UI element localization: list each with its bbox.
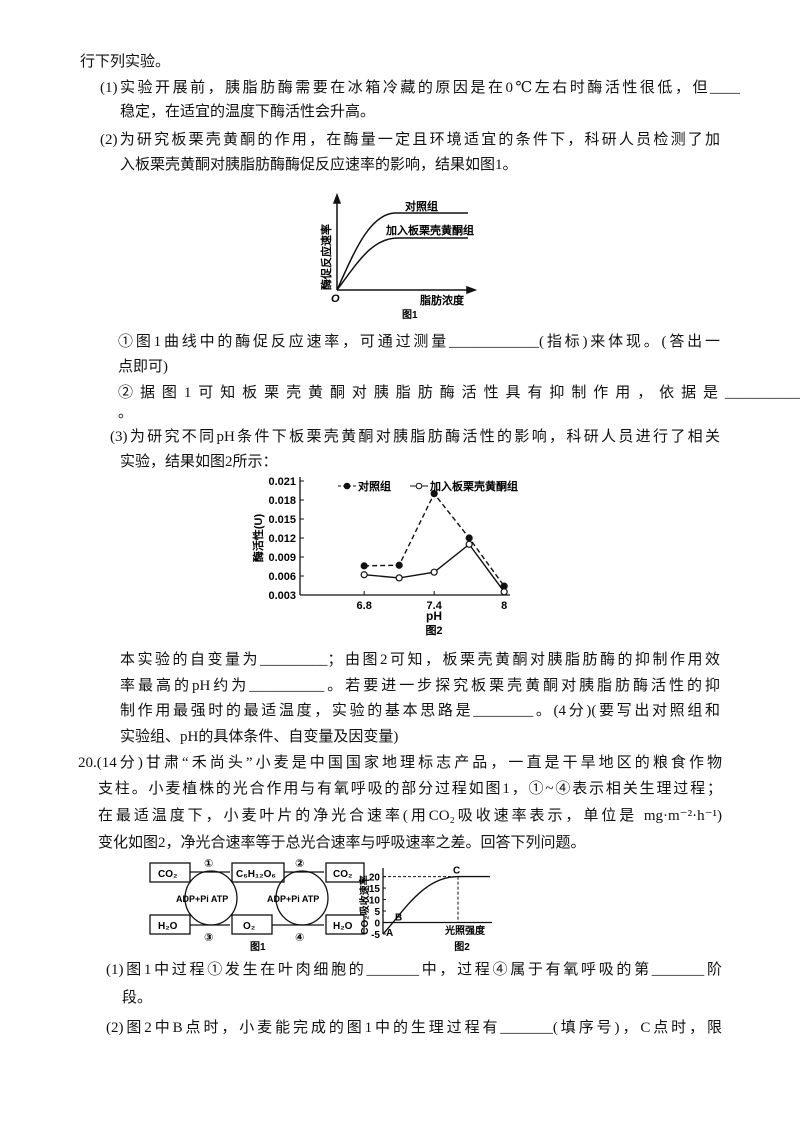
y-tick-label: 10 (369, 896, 381, 907)
step: ① (204, 858, 213, 870)
text-line: 变化如图2，净光合速率等于总光合速率与呼吸速率之差。回答下列问题。 (98, 835, 586, 851)
point (430, 568, 438, 576)
point (465, 534, 473, 542)
text-line: 稳定，在适宜的温度下酶活性会升高。 (120, 104, 376, 120)
point (360, 562, 368, 570)
box (325, 862, 365, 883)
y-label: 酶促反应速率 (319, 224, 333, 290)
energy: ADP+Pi ATP (267, 894, 319, 904)
point (360, 571, 368, 579)
text-line: 本实验的自变量为_________；由图2可知，板栗壳黄酮对胰脂肪酶的抑制作用效 (120, 652, 720, 668)
legend-marker (343, 482, 351, 490)
q20-fig1 (149, 862, 365, 935)
text-line: 支柱。小麦植株的光合作用与有氧呼吸的部分过程如图1，①~④表示相关生理过程； (98, 781, 722, 797)
text-line: (1)实验开展前，胰脂肪酶需要在冰箱冷藏的原因是在0℃左右时酶活性很低，但___… (100, 80, 740, 96)
caption: 图1 (402, 309, 418, 321)
text-line: 点即可) (118, 359, 168, 375)
arrow (466, 285, 478, 295)
legend-label: 加入板栗壳黄酮组 (429, 479, 518, 493)
text-line: (2)图2中B点时，小麦能完成的图1中的生理过程有_______(填序号)，C点… (106, 1020, 722, 1036)
box-label: CO₂ (158, 869, 177, 880)
text-line: 段。 (122, 990, 153, 1006)
text-line: 实验组、pH的具体条件、自变量及因变量) (120, 729, 399, 745)
step: ④ (295, 932, 304, 944)
x-label: 光照强度 (444, 924, 486, 937)
y-tick-label: 0.009 (268, 552, 296, 564)
x-tick-label: 6.8 (357, 600, 372, 612)
legend-marker (415, 482, 423, 490)
step: ③ (204, 932, 213, 944)
series-line (364, 543, 505, 593)
text-line: 率最高的pH约为__________。若要进一步探究板栗壳黄酮对胰脂肪酶活性的抑 (120, 678, 720, 694)
point (500, 588, 508, 596)
point (395, 561, 403, 569)
text-line: (1)图1中过程①发生在叶肉细胞的_______中，过程④属于有氧呼吸的第___… (106, 962, 722, 978)
x-label: 脂肪浓度 (419, 293, 465, 307)
text-line: 入板栗壳黄酮对胰脂肪酶酶促反应速率的影响，结果如图1。 (120, 157, 518, 173)
y-tick-label: 0.021 (268, 476, 296, 488)
y-tick-label: 0.012 (268, 533, 296, 545)
point (465, 540, 473, 548)
y-tick-label: 0.018 (268, 495, 296, 507)
box-label: C₆H₁₂O₆ (236, 869, 276, 880)
y-tick-label: 0.006 (268, 571, 296, 583)
y-tick-label: 0 (374, 919, 380, 930)
y-tick-label: -5 (371, 930, 380, 941)
text-line: (2)为研究板栗壳黄酮的作用，在酶量一定且环境适宜的条件下，科研人员检测了加 (100, 132, 720, 148)
text-line: 。 (118, 405, 134, 421)
y-tick-label: 0.015 (268, 514, 296, 526)
text-line: 20.(14分)甘肃“禾尚头”小麦是中国国家地理标志产品，一直是干旱地区的粮食作… (78, 755, 722, 771)
legend-label: 对照组 (358, 479, 391, 493)
origin: O (331, 293, 340, 305)
caption: 图2 (425, 624, 442, 637)
point-label: C (453, 866, 460, 877)
text-line: (3)为研究不同pH条件下板栗壳黄酮对胰脂肪酶活性的影响，科研人员进行了相关 (110, 429, 720, 445)
text-line: 实验，结果如图2所示： (120, 454, 278, 470)
q19-fig1 (332, 192, 478, 295)
y-tick-label: 15 (369, 884, 381, 895)
x-tick-label: 7.4 (427, 600, 443, 612)
box-label: O₂ (243, 921, 255, 932)
x-tick-label: 8 (501, 600, 507, 612)
box (325, 914, 365, 935)
point (430, 490, 438, 498)
y-label: 酶活性(U) (251, 514, 265, 563)
step: ② (295, 858, 304, 870)
text-line: 行下列实验。 (80, 54, 171, 70)
energy: ADP+Pi ATP (176, 894, 228, 904)
curve (336, 212, 468, 291)
caption: 图1 (250, 941, 266, 953)
label: 对照组 (405, 199, 438, 213)
curve (336, 237, 468, 291)
text-line: ②据图1可知板栗壳黄酮对胰脂肪酶活性具有抑制作用，依据是__________ (118, 385, 800, 401)
text-line: 在最适温度下，小麦叶片的净光合速率(用CO₂吸收速率表示，单位是 mg·m⁻²·… (98, 808, 722, 824)
box-label: H₂O (333, 921, 353, 932)
text-line: ①图1曲线中的酶促反应速率，可通过测量____________(指标)来体现。(… (118, 334, 720, 350)
caption: 图2 (454, 941, 470, 953)
arrow (332, 192, 342, 204)
box-label: CO₂ (333, 869, 352, 880)
point-label: B (395, 913, 402, 924)
y-tick-label: 0.003 (268, 590, 296, 602)
point (395, 574, 403, 582)
point-label: A (386, 928, 393, 939)
label: 加入板栗壳黄酮组 (385, 223, 474, 237)
box-label: H₂O (158, 921, 178, 932)
text-line: 制作用最强时的最适温度，实验的基本思路是________。(4分)(要写出对照组… (120, 703, 720, 719)
y-tick-label: 20 (369, 873, 381, 884)
y-tick-label: 5 (374, 907, 380, 918)
y-label: CO₂吸收速率 (358, 875, 371, 934)
x-label: pH (426, 609, 442, 623)
